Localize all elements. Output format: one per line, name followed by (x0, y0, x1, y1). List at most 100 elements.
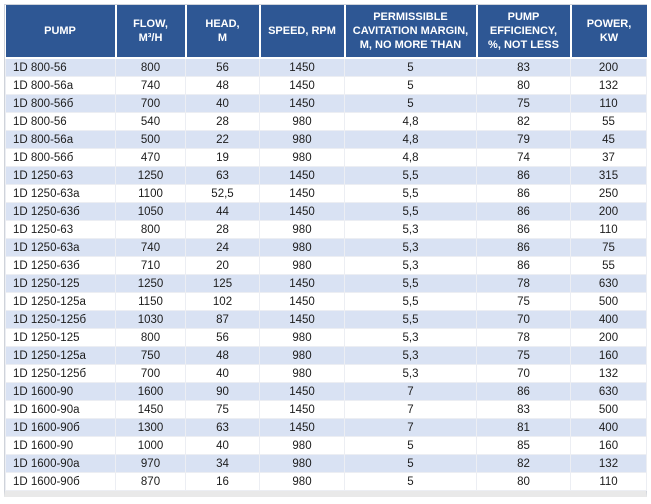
table-row: 1D 1250-63 1250 63 1450 5,5 86 315 (5, 166, 647, 185)
cell-power: 132 (570, 76, 647, 95)
cell-efficiency: 86 (476, 238, 571, 257)
cell-efficiency: 86 (476, 184, 571, 203)
cell-power: 132 (570, 454, 647, 473)
table-row: 1D 800-56б 470 19 980 4,8 74 37 (5, 148, 647, 167)
cell-pump: 1D 1250-125 (5, 328, 116, 347)
cell-efficiency: 78 (476, 328, 571, 347)
cell-flow: 800 (115, 328, 186, 347)
cell-pump: 1D 1250-125б (5, 310, 116, 329)
column-header-cavitation: PERMISSIBLE CAVITATION MARGIN, M, NO MOR… (343, 5, 478, 59)
cell-cavitation: 5,3 (344, 346, 477, 365)
cell-flow: 540 (115, 112, 186, 131)
cell-cavitation: 7 (344, 418, 477, 437)
cell-efficiency: 74 (476, 148, 571, 167)
table-row: 1D 1250-63 800 28 980 5,3 86 110 (5, 220, 647, 239)
cell-efficiency: 86 (476, 382, 571, 401)
cell-pump: 1D 1600-90 (5, 436, 116, 455)
cell-power: 315 (570, 166, 647, 185)
cell-pump: 1D 800-56a (5, 76, 116, 95)
cell-pump: 1D 800-56б (5, 148, 116, 167)
cell-efficiency: 86 (476, 202, 571, 221)
cell-speed: 980 (259, 346, 345, 365)
cell-flow: 1050 (115, 202, 186, 221)
column-header-head: HEAD, M (184, 5, 261, 59)
column-header-efficiency: PUMP EFFICIENCY, %, NOT LESS (475, 5, 572, 59)
cell-power: 110 (570, 220, 647, 239)
cell-power: 630 (570, 274, 647, 293)
cell-cavitation: 5 (344, 472, 477, 491)
cell-efficiency: 81 (476, 418, 571, 437)
cell-cavitation: 5,3 (344, 328, 477, 347)
cell-head: 75 (185, 400, 260, 419)
cell-flow: 700 (115, 94, 186, 113)
table-row: 1D 800-56a 500 22 980 4,8 79 45 (5, 130, 647, 149)
column-header-power: POWER, KW (569, 5, 647, 59)
cell-speed: 1450 (259, 274, 345, 293)
cell-flow: 1450 (115, 400, 186, 419)
cell-head: 90 (185, 382, 260, 401)
cell-pump: 1D 1250-63 (5, 166, 116, 185)
cell-speed: 980 (259, 436, 345, 455)
table-row: 1D 1250-63a 740 24 980 5,3 86 75 (5, 238, 647, 257)
cell-head: 87 (185, 310, 260, 329)
cell-cavitation: 5 (344, 454, 477, 473)
column-header-speed: SPEED, RPM (258, 5, 346, 59)
cell-flow: 970 (115, 454, 186, 473)
cell-efficiency: 79 (476, 130, 571, 149)
cell-efficiency: 75 (476, 346, 571, 365)
cell-flow: 470 (115, 148, 186, 167)
cell-speed: 980 (259, 148, 345, 167)
cell-head: 56 (185, 57, 260, 77)
table-row: 1D 1250-125 800 56 980 5,3 78 200 (5, 328, 647, 347)
cell-speed: 1450 (259, 184, 345, 203)
cell-head: 56 (185, 328, 260, 347)
cell-head: 19 (185, 148, 260, 167)
cell-power: 110 (570, 472, 647, 491)
cell-power: 55 (570, 256, 647, 275)
cell-power: 37 (570, 148, 647, 167)
cell-speed: 980 (259, 238, 345, 257)
cell-cavitation: 5,5 (344, 202, 477, 221)
cell-power: 45 (570, 130, 647, 149)
cell-speed: 1450 (259, 400, 345, 419)
table-row: 1D 800-56 540 28 980 4,8 82 55 (5, 112, 647, 131)
cell-speed: 980 (259, 256, 345, 275)
cell-power: 250 (570, 184, 647, 203)
cell-cavitation: 5 (344, 57, 477, 77)
cell-pump: 1D 1250-63a (5, 184, 116, 203)
column-header-pump: PUMP (5, 5, 117, 59)
cell-cavitation: 4,8 (344, 130, 477, 149)
cell-flow: 1250 (115, 274, 186, 293)
cell-speed: 980 (259, 328, 345, 347)
cell-head: 48 (185, 76, 260, 95)
cell-flow: 1000 (115, 436, 186, 455)
cell-cavitation: 5,5 (344, 310, 477, 329)
cell-speed: 980 (259, 364, 345, 383)
cell-power: 200 (570, 57, 647, 77)
cell-pump: 1D 1250-63б (5, 256, 116, 275)
cell-speed: 980 (259, 112, 345, 131)
cell-flow: 1250 (115, 166, 186, 185)
cell-speed: 1450 (259, 166, 345, 185)
cell-cavitation: 5 (344, 76, 477, 95)
cell-efficiency: 86 (476, 256, 571, 275)
cell-flow: 800 (115, 220, 186, 239)
cell-power: 500 (570, 400, 647, 419)
pump-specs-table: PUMP FLOW, M³/H HEAD, M SPEED, RPM PERMI… (5, 5, 647, 491)
table-row: 1D 800-56a 740 48 1450 5 80 132 (5, 76, 647, 95)
cell-head: 44 (185, 202, 260, 221)
cell-cavitation: 4,8 (344, 112, 477, 131)
cell-efficiency: 85 (476, 436, 571, 455)
cell-speed: 1450 (259, 382, 345, 401)
cell-flow: 750 (115, 346, 186, 365)
cell-flow: 740 (115, 76, 186, 95)
pump-specs-table-container: PUMP FLOW, M³/H HEAD, M SPEED, RPM PERMI… (4, 4, 647, 497)
cell-efficiency: 75 (476, 94, 571, 113)
cell-efficiency: 75 (476, 292, 571, 311)
cell-pump: 1D 1250-63 (5, 220, 116, 239)
cell-power: 160 (570, 346, 647, 365)
cell-pump: 1D 800-56б (5, 94, 116, 113)
cell-head: 40 (185, 436, 260, 455)
table-row: 1D 1250-125a 1150 102 1450 5,5 75 500 (5, 292, 647, 311)
table-row: 1D 1600-90a 1450 75 1450 7 83 500 (5, 400, 647, 419)
